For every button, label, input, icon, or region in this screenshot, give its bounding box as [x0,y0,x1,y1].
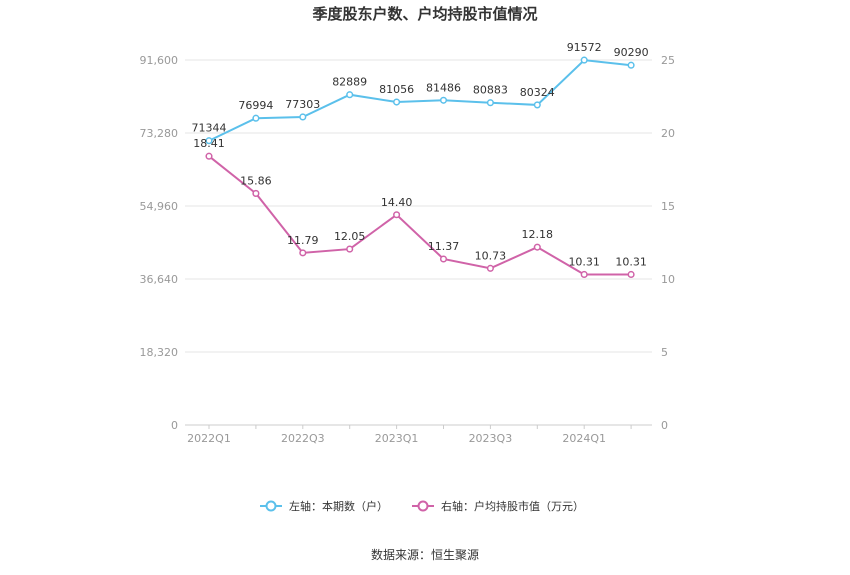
legend-label-2: 右轴：户均持股市值（万元） [441,499,584,513]
data-point-1 [486,99,494,107]
y-right-tick-label: 0 [661,419,668,432]
data-point-2 [439,255,448,263]
data-point-2 [393,211,401,219]
data-label-2: 12.05 [334,230,366,243]
data-point-2 [580,270,588,279]
data-label-1: 81486 [426,81,461,94]
data-point-2 [252,189,260,197]
y-right-tick-label: 10 [661,273,675,286]
y-left-tick-label: 0 [171,419,178,432]
x-tick-label: 2022Q1 [187,432,231,445]
data-point-1 [252,114,260,122]
data-point-2 [533,243,541,251]
series-layer: 71344 76994 77303 82889 81056 81486 80883 80324… [192,41,649,279]
data-label-1: 80324 [520,86,555,99]
data-point-1 [439,96,448,104]
data-label-2: 10.31 [615,255,647,268]
x-tick-label: 2022Q3 [281,432,325,445]
data-label-2: 12.18 [522,228,554,241]
data-point-2 [299,249,307,257]
data-point-2 [205,152,213,160]
data-label-1: 90290 [614,46,649,59]
data-label-2: 11.79 [287,234,319,247]
y-left-tick-label: 91,600 [140,54,179,67]
data-point-1 [580,56,588,64]
grid [185,59,652,353]
data-label-2: 10.31 [568,255,600,268]
data-point-2 [346,245,354,253]
y-right-tick-label: 5 [661,346,668,359]
y-left-tick-label: 36,640 [140,273,179,286]
series-line-1 [208,59,632,142]
legend-marker-1 [265,500,277,512]
data-point-2 [486,264,494,272]
legend-marker-2 [417,500,429,512]
data-label-1: 91572 [567,41,602,54]
y-left-tick-label: 73,280 [140,127,179,140]
data-point-1 [299,113,307,121]
data-label-2: 15.86 [240,174,272,187]
y-right-tick-label: 20 [661,127,675,140]
x-tick-label: 2024Q1 [562,432,606,445]
y-right-tick-label: 25 [661,54,675,67]
legend: 左轴：本期数（户） 右轴：户均持股市值（万元） [260,499,584,513]
data-label-1: 76994 [238,99,273,112]
data-point-1 [346,91,354,99]
data-point-1 [627,61,635,69]
data-point-1 [533,101,541,109]
x-tick-label: 2023Q1 [375,432,419,445]
data-point-2 [627,270,635,279]
data-label-1: 77303 [285,98,320,111]
data-label-2: 14.40 [381,196,413,209]
y-left-tick-label: 54,960 [140,200,179,213]
data-label-1: 82889 [332,76,367,89]
x-tick-label: 2023Q3 [469,432,513,445]
y-left-tick-label: 18,320 [140,346,179,359]
data-label-1: 80883 [473,84,508,97]
data-label-2: 11.37 [428,240,460,253]
axes: 0 0 18,320 5 36,640 10 54,960 15 73,280 20 91,600 2… [140,54,676,445]
y-right-tick-label: 15 [661,200,675,213]
source-text: 数据来源：恒生聚源 [371,547,479,562]
data-label-2: 10.73 [475,249,507,262]
series-line-2 [208,155,632,276]
chart-title: 季度股东户数、户均持股市值情况 [312,5,537,23]
data-point-1 [205,137,213,145]
data-label-1: 81056 [379,83,414,96]
data-label-1: 71344 [192,122,227,135]
data-point-1 [393,98,401,106]
legend-label-1: 左轴：本期数（户） [289,499,388,513]
data-label-2: 18.41 [193,137,225,150]
